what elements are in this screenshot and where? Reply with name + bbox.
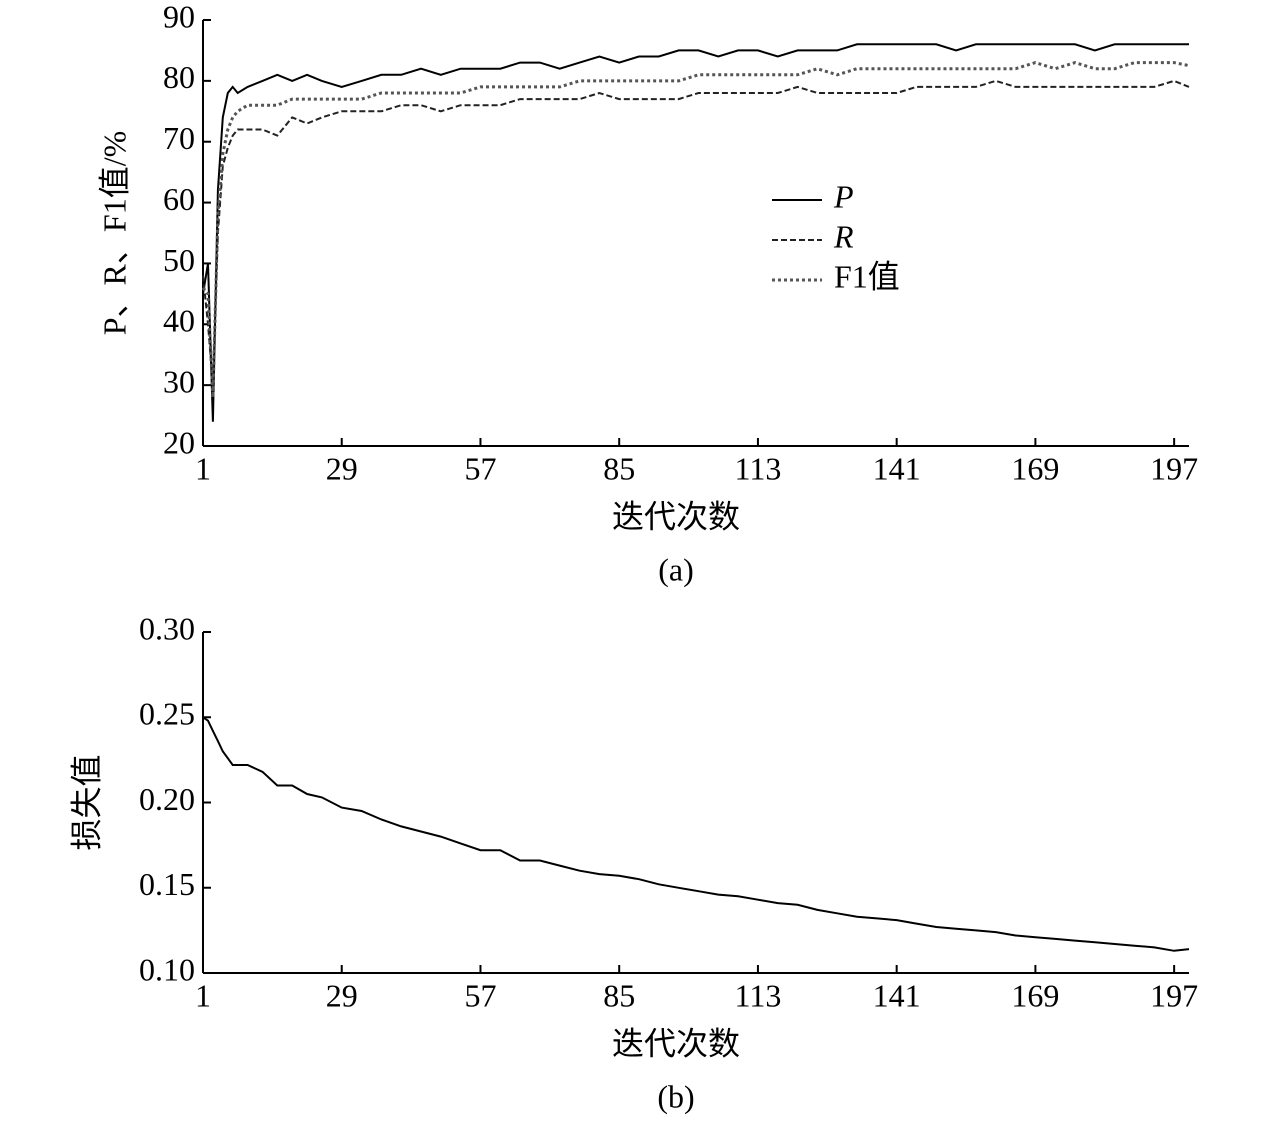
x-tick-label: 197: [1150, 450, 1198, 486]
y-axis-label: P、R、F1值/%: [96, 131, 132, 336]
legend-label: P: [833, 178, 854, 214]
x-tick-label: 29: [326, 450, 358, 486]
x-tick-label: 29: [326, 977, 358, 1013]
y-tick-label: 0.25: [139, 696, 195, 732]
y-tick-label: 90: [163, 0, 195, 34]
caption: (b): [657, 1078, 694, 1114]
caption: (a): [658, 551, 694, 587]
x-tick-label: 197: [1150, 977, 1198, 1013]
x-tick-label: 57: [464, 450, 496, 486]
x-tick-label: 141: [873, 450, 921, 486]
x-tick-label: 113: [735, 450, 782, 486]
y-tick-label: 20: [163, 424, 195, 460]
x-tick-label: 57: [464, 977, 496, 1013]
y-tick-label: 0.20: [139, 781, 195, 817]
x-tick-label: 141: [873, 977, 921, 1013]
x-tick-label: 1: [195, 977, 211, 1013]
series-line: [202, 716, 1190, 952]
x-tick-label: 169: [1011, 450, 1059, 486]
x-tick-label: 85: [603, 977, 635, 1013]
x-axis-label: 迭代次数: [612, 1025, 740, 1061]
y-tick-label: 60: [163, 181, 195, 217]
y-axis-label: 损失值: [68, 754, 104, 850]
x-tick-label: 85: [603, 450, 635, 486]
y-tick-label: 50: [163, 242, 195, 278]
y-tick-label: 80: [163, 59, 195, 95]
y-tick-label: 0.15: [139, 866, 195, 902]
y-tick-label: 40: [163, 303, 195, 339]
legend-label: R: [833, 218, 854, 254]
y-tick-label: 0.10: [139, 951, 195, 987]
x-tick-label: 169: [1011, 977, 1059, 1013]
legend-label: F1值: [834, 258, 900, 294]
y-tick-label: 0.30: [139, 610, 195, 646]
x-tick-label: 1: [195, 450, 211, 486]
series-line: [202, 43, 1189, 422]
x-tick-label: 113: [735, 977, 782, 1013]
series-line: [201, 61, 1190, 398]
series-line: [202, 79, 1190, 386]
y-tick-label: 70: [163, 120, 195, 156]
x-axis-label: 迭代次数: [612, 498, 740, 534]
y-tick-label: 30: [163, 363, 195, 399]
